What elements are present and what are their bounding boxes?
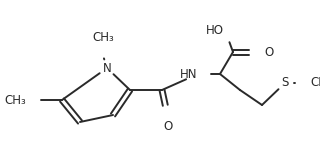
Text: HN: HN [180, 67, 197, 81]
Text: CH₃: CH₃ [310, 77, 320, 89]
Text: CH₃: CH₃ [4, 93, 26, 107]
Text: O: O [164, 120, 172, 133]
Text: S: S [281, 77, 289, 89]
Text: O: O [264, 45, 273, 59]
Text: N: N [103, 61, 111, 75]
Text: CH₃: CH₃ [92, 31, 114, 44]
Text: HO: HO [206, 24, 224, 36]
